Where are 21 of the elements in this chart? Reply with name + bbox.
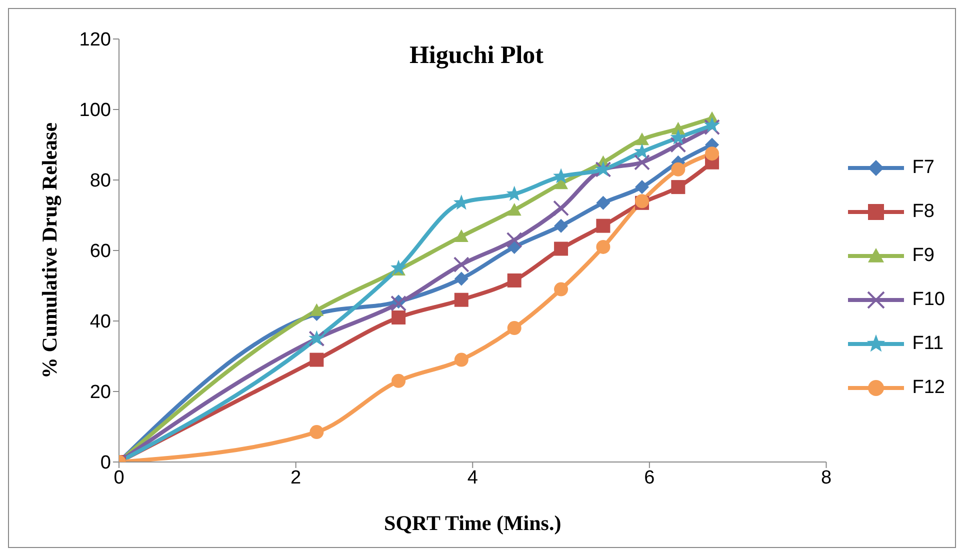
legend-label: F8 [912,201,934,223]
x-axis-title: SQRT Time (Mins.) [384,511,562,535]
y-tick-label: 120 [79,30,111,51]
x-tick-label: 2 [290,467,302,488]
x-tick-label: 6 [644,467,655,488]
y-tick-label: 100 [79,100,111,122]
legend-label: F12 [912,377,945,399]
y-axis-title: % Cumulative Drug Release [37,122,62,379]
chart-title: Higuchi Plot [408,42,545,70]
y-tick-label: 40 [90,312,111,333]
legend-label: F9 [912,245,934,267]
y-tick-label: 20 [90,382,111,404]
y-tick-label: 80 [90,170,111,192]
x-tick-label: 0 [114,467,124,488]
legend-label: F7 [912,157,934,179]
legend-label: F10 [912,289,945,311]
x-tick-label: 4 [467,467,478,488]
x-tick-label: 8 [820,467,832,488]
legend-label: F11 [912,333,944,355]
y-tick-label: 60 [90,241,111,262]
y-tick-label: 0 [100,452,111,474]
